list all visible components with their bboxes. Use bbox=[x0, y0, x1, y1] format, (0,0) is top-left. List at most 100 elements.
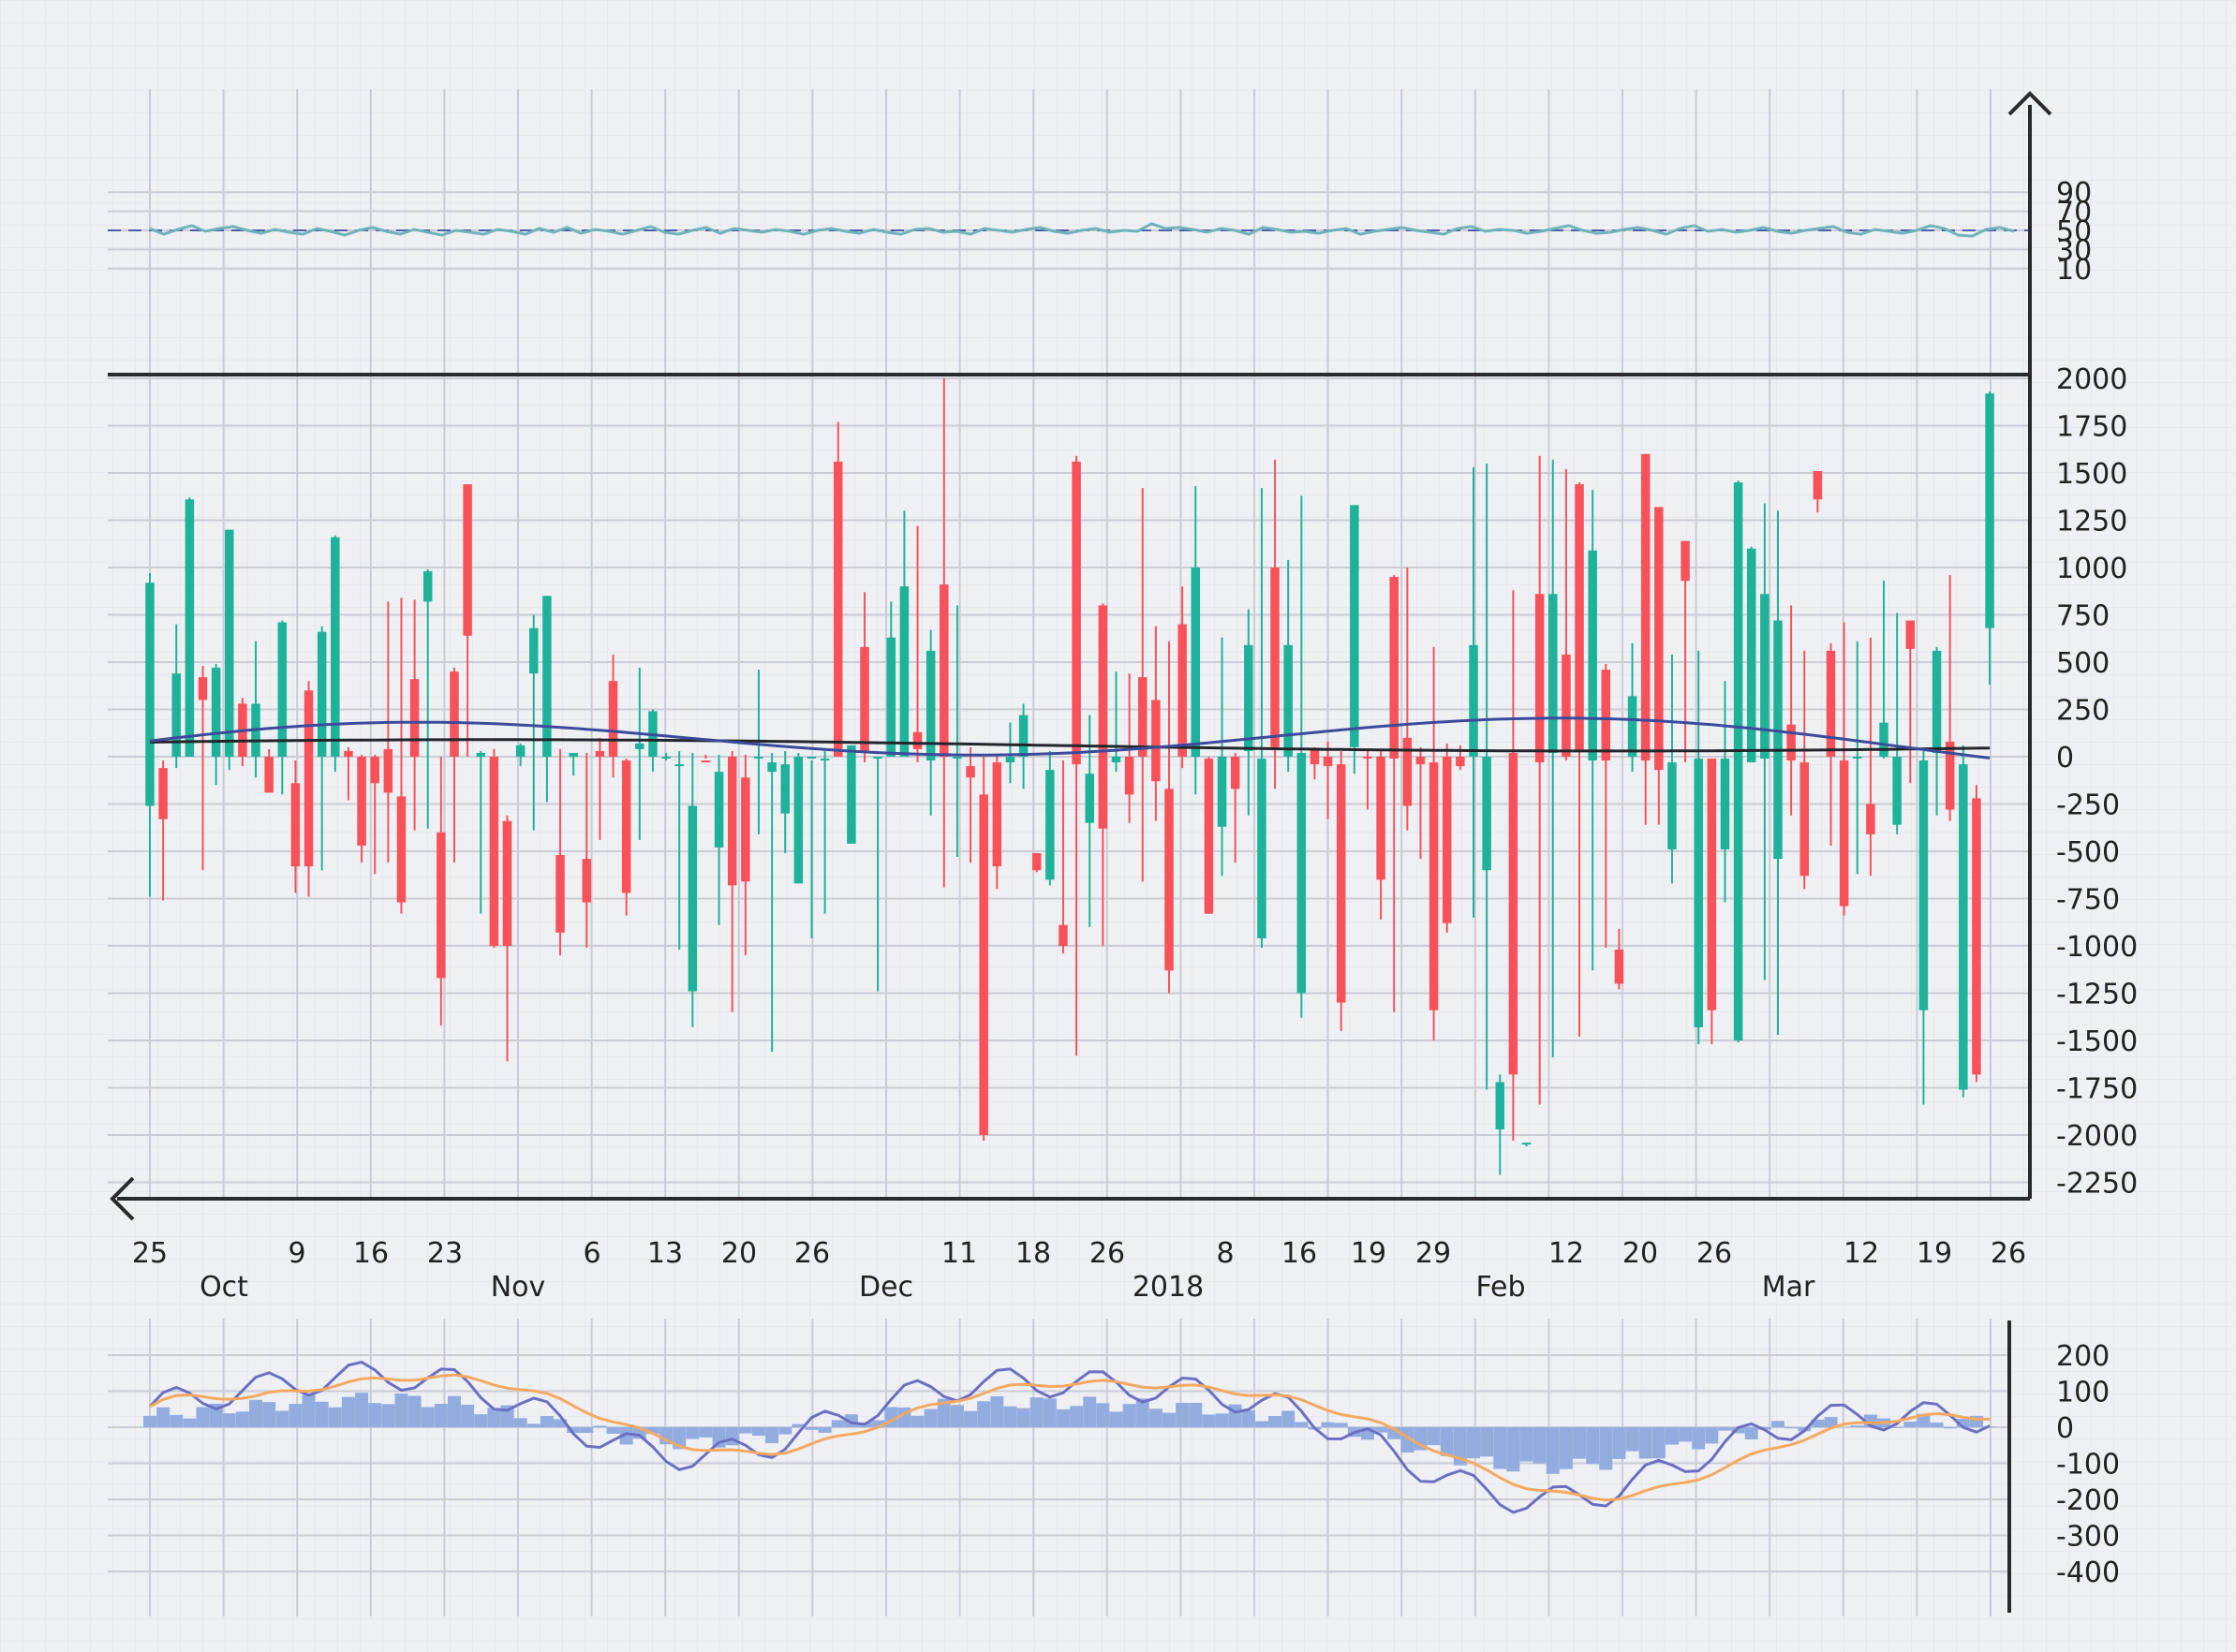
x-month-label: Feb bbox=[1475, 1271, 1525, 1304]
macd-histogram-bar bbox=[447, 1395, 461, 1427]
candle-body bbox=[304, 690, 314, 867]
candle-body bbox=[437, 832, 446, 979]
candle-body bbox=[1534, 594, 1545, 763]
macd-histogram-bar bbox=[950, 1405, 964, 1427]
macd-histogram-bar bbox=[1519, 1427, 1533, 1462]
macd-histogram-bar bbox=[1573, 1427, 1587, 1459]
candle-body bbox=[1932, 650, 1942, 753]
rsi-line bbox=[149, 222, 2015, 238]
candle-body bbox=[502, 820, 512, 946]
x-day-label: 23 bbox=[427, 1237, 463, 1270]
x-month-label: 2018 bbox=[1133, 1271, 1204, 1304]
macd-histogram-bar bbox=[249, 1399, 263, 1427]
macd-histogram-bar bbox=[407, 1395, 422, 1427]
macd-histogram-bar bbox=[196, 1407, 210, 1427]
macd-histogram-bar bbox=[1029, 1397, 1044, 1427]
macd-histogram-bar bbox=[1268, 1415, 1282, 1427]
x-day-label: 26 bbox=[1089, 1237, 1125, 1270]
macd-histogram-bar bbox=[156, 1407, 170, 1427]
main-tick-label: 750 bbox=[2056, 600, 2110, 633]
macd-histogram-bar bbox=[341, 1396, 355, 1427]
x-day-label: 26 bbox=[1696, 1237, 1732, 1270]
candle-body bbox=[688, 805, 698, 992]
candle-body bbox=[1575, 484, 1584, 751]
main-tick-label: 250 bbox=[2056, 695, 2110, 728]
macd-histogram-bar bbox=[1254, 1421, 1268, 1427]
macd-histogram-bar bbox=[170, 1414, 184, 1427]
candle-body bbox=[1905, 620, 1916, 649]
macd-histogram-bar bbox=[1824, 1417, 1838, 1427]
candle-body bbox=[1059, 924, 1068, 946]
x-day-label: 26 bbox=[794, 1237, 830, 1270]
macd-histogram-bar bbox=[381, 1404, 395, 1427]
candle-body bbox=[1640, 453, 1651, 761]
main-tick-label: -750 bbox=[2056, 884, 2120, 917]
candle-body bbox=[1191, 568, 1201, 757]
candle-body bbox=[1469, 644, 1478, 757]
candle-body bbox=[1323, 757, 1333, 767]
macd-histogram-bar bbox=[209, 1403, 223, 1427]
candle-body bbox=[1746, 548, 1756, 763]
macd-histogram-bar bbox=[1599, 1427, 1613, 1470]
macd-histogram-bar bbox=[593, 1425, 607, 1427]
macd-histogram-bar bbox=[1692, 1427, 1706, 1450]
macd-histogram-bar bbox=[1083, 1396, 1097, 1427]
main-tick-label: 2000 bbox=[2056, 363, 2127, 396]
main-tick-label: -1000 bbox=[2056, 931, 2138, 964]
macd-histogram-bar bbox=[1956, 1419, 1970, 1427]
macd-histogram-bar bbox=[964, 1410, 978, 1427]
macd-histogram-bar bbox=[487, 1408, 501, 1427]
candle-body bbox=[595, 750, 605, 757]
candle-body bbox=[1177, 624, 1187, 757]
main-tick-label: -500 bbox=[2056, 836, 2120, 869]
candle-body bbox=[1694, 759, 1703, 1027]
candle-body bbox=[1495, 1082, 1505, 1129]
macd-histogram-bar bbox=[871, 1420, 885, 1427]
candle-body bbox=[621, 760, 631, 893]
macd-histogram-bar bbox=[1506, 1427, 1520, 1472]
x-day-label: 26 bbox=[1991, 1237, 2026, 1270]
candle-body bbox=[1521, 1143, 1532, 1145]
macd-histogram-bar bbox=[1281, 1410, 1296, 1427]
candle-body bbox=[582, 859, 592, 903]
candle-body bbox=[1270, 568, 1280, 747]
candle-body bbox=[396, 796, 407, 903]
x-day-label: 18 bbox=[1015, 1237, 1051, 1270]
x-day-label: 20 bbox=[721, 1237, 757, 1270]
macd-histogram-bar bbox=[619, 1427, 633, 1445]
candle-body bbox=[741, 777, 750, 882]
candle-body bbox=[899, 586, 910, 757]
macd-histogram-bar bbox=[355, 1393, 369, 1427]
candle-body bbox=[820, 759, 830, 761]
rsi-tick-label: 70 bbox=[2056, 197, 2092, 229]
macd-histogram-bar bbox=[765, 1427, 779, 1443]
candle-body bbox=[225, 529, 234, 757]
candle-body bbox=[463, 484, 472, 636]
candle-body bbox=[635, 743, 644, 749]
candle-body bbox=[1363, 757, 1372, 760]
macd-histogram-bar bbox=[513, 1418, 527, 1427]
candle-body bbox=[555, 855, 565, 933]
macd-histogram-bar bbox=[1811, 1419, 1825, 1427]
macd-histogram-bar bbox=[1480, 1427, 1494, 1457]
candle-body bbox=[661, 757, 671, 759]
main-tick-label: -1250 bbox=[2056, 979, 2138, 1011]
macd-histogram-bar bbox=[434, 1403, 448, 1427]
macd-histogram-bar bbox=[1374, 1427, 1388, 1433]
candle-body bbox=[1283, 644, 1293, 757]
x-day-label: 25 bbox=[132, 1237, 168, 1270]
x-axis-labels: 25 9 16 23 6 13 20 26 11 18 26 8 16 19 2… bbox=[132, 1237, 2026, 1304]
macd-histogram-bar bbox=[1705, 1427, 1719, 1444]
candle-body bbox=[1045, 770, 1055, 880]
macd-histogram-bar bbox=[1202, 1414, 1216, 1427]
macd-histogram-bar bbox=[474, 1414, 488, 1427]
candle-body bbox=[422, 571, 433, 602]
x-day-label: 13 bbox=[647, 1237, 683, 1270]
macd-histogram-bar bbox=[778, 1427, 792, 1435]
candle-body bbox=[701, 760, 711, 763]
candle-body bbox=[1111, 757, 1121, 763]
macd-histogram-bar bbox=[751, 1427, 765, 1437]
macd-histogram-bar bbox=[1638, 1427, 1652, 1459]
macd-panel bbox=[143, 1360, 1997, 1514]
candle-body bbox=[1031, 853, 1042, 871]
